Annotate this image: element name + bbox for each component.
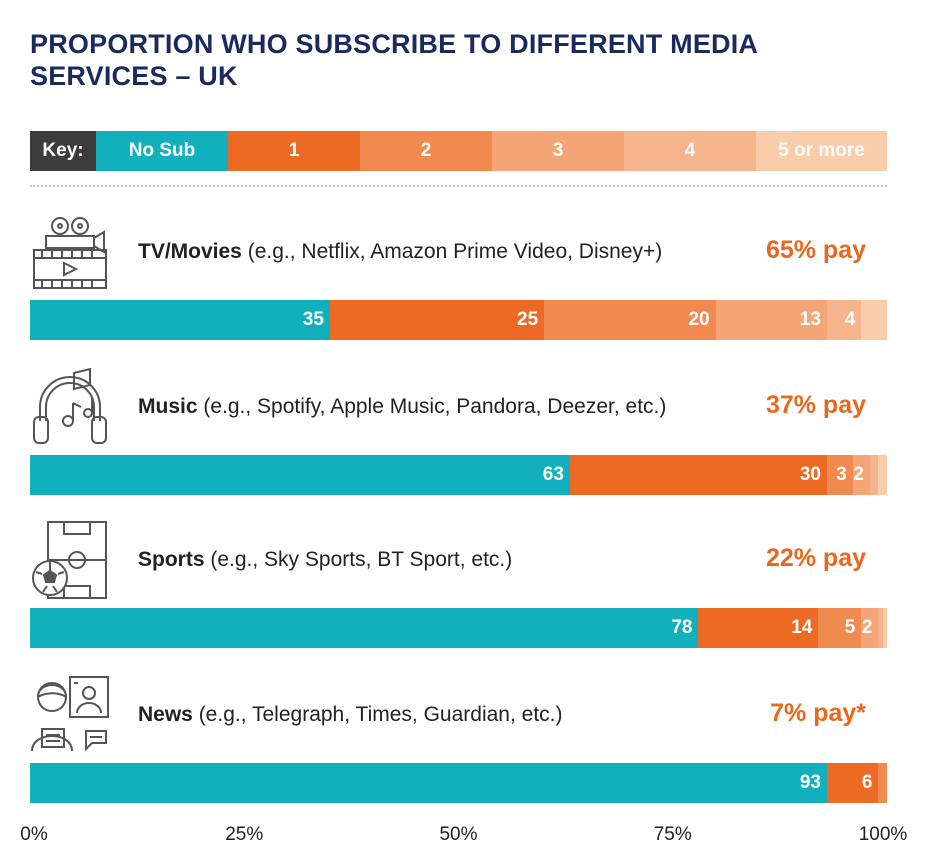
category-label: Sports (e.g., Sky Sports, BT Sport, etc.… [138, 548, 512, 572]
bar-segment [869, 455, 879, 495]
bar-segment [827, 763, 879, 803]
category-name: Music [138, 395, 198, 418]
bar-segment [878, 763, 887, 803]
segment-value-label: 78 [671, 617, 693, 638]
x-axis: 0% 25% 50% 75% 100% [0, 820, 952, 850]
bar-segment [698, 608, 819, 648]
headphones-music-icon [30, 367, 110, 447]
pay-percentage: 22% pay [765, 544, 866, 572]
bar-segment [878, 608, 883, 648]
bar-segment [818, 608, 862, 648]
bar-segment [882, 608, 887, 648]
x-tick-label: 75% [653, 824, 692, 845]
category-examples: (e.g., Netflix, Amazon Prime Video, Disn… [241, 240, 663, 263]
category-label: News (e.g., Telegraph, Times, Guardian, … [138, 703, 562, 727]
bar-segment [852, 455, 870, 495]
segment-value-label: 30 [799, 464, 821, 485]
bar-segment [827, 455, 853, 495]
stacked-bar: 93 6 [30, 763, 887, 803]
bar-segment [30, 455, 570, 495]
category-name: News [138, 703, 193, 726]
legend-item: 4 [624, 131, 756, 171]
segment-value-label: 2 [861, 617, 873, 638]
category-label: TV/Movies (e.g., Netflix, Amazon Prime V… [138, 240, 662, 264]
x-tick-label: 0% [20, 824, 48, 845]
x-tick-label: 25% [225, 824, 264, 845]
divider [30, 185, 887, 187]
x-tick-label: 100% [858, 824, 908, 845]
bar-segment [861, 608, 879, 648]
stacked-bar: 35 25 20 13 4 [30, 300, 887, 340]
category-examples: (e.g., Sky Sports, BT Sport, etc.) [204, 548, 513, 571]
bar-segment [878, 455, 887, 495]
bar-segment [30, 300, 330, 340]
chart-title: PROPORTION WHO SUBSCRIBE TO DIFFERENT ME… [30, 29, 758, 91]
newsreader-icon [30, 675, 110, 755]
legend-key-label: Key: [30, 131, 96, 171]
film-camera-icon [30, 212, 110, 292]
category-name: TV/Movies [138, 240, 242, 263]
bar-segment [827, 300, 862, 340]
bar-segment [861, 300, 887, 340]
pay-percentage: 65% pay [765, 236, 866, 264]
category-examples: (e.g., Spotify, Apple Music, Pandora, De… [197, 395, 667, 418]
stacked-bar: 78 14 5 2 [30, 608, 887, 648]
segment-value-label: 2 [853, 464, 864, 485]
segment-value-label: 14 [791, 617, 813, 638]
x-tick-label: 50% [439, 824, 478, 845]
segment-value-label: 25 [517, 309, 539, 330]
segment-value-label: 35 [302, 309, 324, 330]
bar-segment [30, 763, 827, 803]
bar-segment [715, 300, 827, 340]
segment-value-label: 63 [542, 464, 564, 485]
segment-value-label: 93 [799, 772, 821, 793]
category-label: Music (e.g., Spotify, Apple Music, Pando… [138, 395, 666, 419]
legend-item: No Sub [96, 131, 228, 171]
bar-segment [30, 608, 699, 648]
segment-value-label: 6 [861, 772, 873, 793]
legend-item: 3 [492, 131, 624, 171]
pay-percentage: 7% pay* [770, 699, 866, 727]
legend-item: 1 [228, 131, 360, 171]
segment-value-label: 4 [844, 309, 856, 330]
category-examples: (e.g., Telegraph, Times, Guardian, etc.) [192, 703, 563, 726]
legend-item: 5 or more [756, 131, 887, 171]
segment-value-label: 3 [836, 464, 847, 485]
segment-value-label: 13 [799, 309, 821, 330]
pay-percentage: 37% pay [765, 391, 866, 419]
legend-item: 2 [360, 131, 492, 171]
category-name: Sports [138, 548, 205, 571]
bar-segment [544, 300, 716, 340]
bar-segment [569, 455, 827, 495]
stacked-bar: 63 30 3 2 [30, 455, 887, 495]
bar-segment [329, 300, 545, 340]
legend-key: Key: No Sub 1 2 3 4 5 or more [30, 131, 887, 171]
football-pitch-icon [30, 520, 110, 600]
segment-value-label: 5 [844, 617, 856, 638]
segment-value-label: 20 [688, 309, 710, 330]
